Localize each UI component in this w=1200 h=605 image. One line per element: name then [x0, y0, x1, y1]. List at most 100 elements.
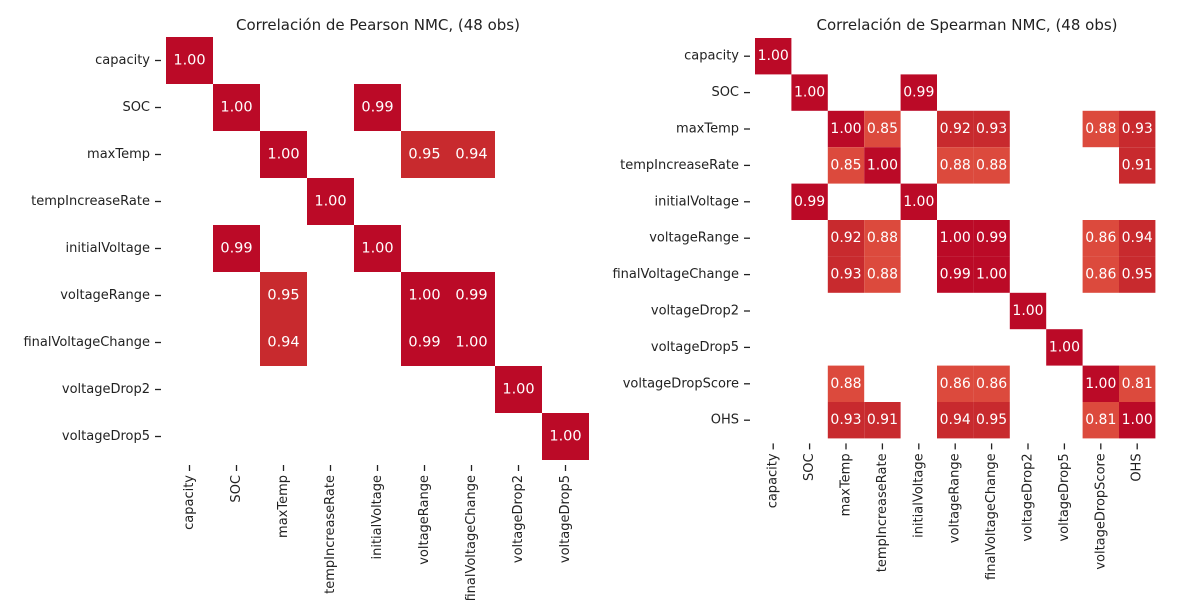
pearson-heatmap-panel: Correlación de Pearson NMC, (48 obs) 1.0…: [23, 16, 589, 602]
spearman-cell-label-10-2: 0.93: [830, 412, 861, 428]
spearman-heatmap-panel: Correlación de Spearman NMC, (48 obs) 1.…: [612, 16, 1156, 580]
spearman-col-label-3: tempIncreaseRate: [875, 453, 890, 572]
pearson-cell-label-6-2: 0.94: [267, 335, 299, 351]
spearman-cell-label-5-6: 0.99: [976, 230, 1007, 246]
pearson-col-label-3: tempIncreaseRate: [323, 475, 338, 594]
pearson-cell-2-6: [448, 131, 495, 178]
spearman-cell-8-8: [1046, 329, 1083, 366]
spearman-cell-label-3-3: 1.00: [867, 157, 898, 173]
pearson-cell-5-6: [448, 272, 495, 319]
spearman-cell-10-10: [1119, 402, 1156, 439]
pearson-cell-1-4: [354, 84, 401, 131]
spearman-cell-label-1-4: 0.99: [903, 85, 934, 101]
pearson-cell-label-5-5: 1.00: [408, 288, 440, 304]
spearman-row-label-4: initialVoltage: [654, 194, 739, 209]
pearson-cell-label-1-4: 0.99: [361, 100, 393, 116]
spearman-cell-4-1: [791, 183, 828, 220]
spearman-cell-1-4: [900, 74, 937, 111]
pearson-cell-0-0: [166, 37, 213, 84]
pearson-cell-label-4-4: 1.00: [361, 241, 393, 257]
pearson-cell-label-8-8: 1.00: [549, 429, 581, 445]
spearman-cell-9-6: [973, 365, 1010, 402]
pearson-col-label-4: initialVoltage: [370, 475, 385, 560]
spearman-cell-5-6: [973, 220, 1010, 257]
pearson-heatmap-title: Correlación de Pearson NMC, (48 obs): [236, 16, 520, 34]
spearman-cell-label-9-10: 0.81: [1122, 376, 1153, 392]
spearman-cell-1-1: [791, 74, 828, 111]
spearman-cell-label-5-2: 0.92: [830, 230, 861, 246]
spearman-cell-2-10: [1119, 110, 1156, 148]
pearson-row-label-4: initialVoltage: [65, 241, 150, 256]
spearman-cell-3-10: [1119, 147, 1156, 184]
pearson-cell-6-2: [260, 319, 307, 366]
spearman-col-label-9: voltageDropScore: [1093, 453, 1108, 569]
pearson-cell-4-4: [354, 225, 401, 272]
spearman-cell-6-10: [1119, 256, 1156, 293]
spearman-cell-label-3-6: 0.88: [976, 157, 1007, 173]
spearman-row-label-9: voltageDropScore: [623, 376, 739, 391]
spearman-col-label-8: voltageDrop5: [1057, 453, 1072, 541]
spearman-row-label-2: maxTemp: [676, 122, 739, 137]
spearman-cell-9-10: [1119, 365, 1156, 402]
spearman-cell-label-10-10: 1.00: [1122, 412, 1153, 428]
pearson-row-label-6: finalVoltageChange: [23, 335, 150, 350]
spearman-cell-2-2: [827, 110, 865, 148]
pearson-cell-6-6: [448, 319, 495, 366]
pearson-col-label-2: maxTemp: [276, 475, 291, 538]
spearman-cell-label-5-3: 0.88: [867, 230, 898, 246]
pearson-cell-3-3: [307, 178, 354, 225]
spearman-cell-label-10-9: 0.81: [1085, 412, 1116, 428]
spearman-cell-label-9-5: 0.86: [940, 376, 971, 392]
pearson-cell-label-1-1: 1.00: [220, 100, 252, 116]
pearson-col-label-8: voltageDrop5: [558, 475, 573, 563]
spearman-col-label-10: OHS: [1130, 453, 1145, 481]
pearson-cell-label-2-6: 0.94: [455, 147, 487, 163]
pearson-cell-label-2-2: 1.00: [267, 147, 299, 163]
pearson-cell-4-1: [213, 225, 260, 272]
spearman-cell-3-6: [973, 147, 1010, 184]
spearman-cell-5-10: [1119, 220, 1156, 257]
pearson-cell-label-5-6: 0.99: [455, 288, 487, 304]
spearman-cell-4-4: [900, 183, 937, 220]
spearman-cell-label-6-6: 1.00: [976, 267, 1007, 283]
spearman-cell-label-2-2: 1.00: [830, 121, 861, 137]
pearson-col-label-0: capacity: [182, 475, 197, 530]
spearman-cell-label-4-1: 0.99: [794, 194, 825, 210]
spearman-cell-label-2-5: 0.92: [940, 121, 971, 137]
spearman-row-label-5: voltageRange: [649, 231, 739, 246]
pearson-col-label-5: voltageRange: [417, 475, 432, 565]
spearman-row-label-8: voltageDrop5: [651, 340, 739, 355]
spearman-cell-3-2: [827, 147, 865, 184]
spearman-cell-label-3-10: 0.91: [1122, 157, 1153, 173]
spearman-cell-label-5-5: 1.00: [940, 230, 971, 246]
pearson-cell-label-4-1: 0.99: [220, 241, 252, 257]
spearman-row-label-3: tempIncreaseRate: [620, 158, 739, 173]
spearman-cell-7-7: [1009, 292, 1047, 330]
pearson-row-label-8: voltageDrop5: [62, 429, 150, 444]
spearman-heatmap-title: Correlación de Spearman NMC, (48 obs): [816, 16, 1117, 34]
spearman-cell-3-5: [937, 147, 974, 184]
spearman-cell-9-9: [1082, 365, 1119, 402]
spearman-cell-10-6: [973, 402, 1010, 439]
pearson-row-label-0: capacity: [95, 53, 150, 68]
spearman-cell-9-2: [827, 365, 865, 402]
pearson-cell-label-6-5: 0.99: [408, 335, 440, 351]
pearson-cell-8-8: [542, 413, 589, 460]
spearman-col-label-2: maxTemp: [839, 453, 854, 516]
pearson-cell-1-1: [213, 84, 260, 131]
pearson-cell-2-2: [260, 131, 307, 178]
spearman-cell-label-10-5: 0.94: [940, 412, 971, 428]
spearman-col-label-4: initialVoltage: [911, 453, 926, 538]
pearson-col-label-1: SOC: [229, 475, 244, 503]
spearman-cell-2-6: [973, 110, 1010, 148]
spearman-cell-10-3: [864, 402, 901, 439]
pearson-cell-2-5: [401, 131, 448, 178]
pearson-cell-5-2: [260, 272, 307, 319]
pearson-row-label-1: SOC: [122, 100, 150, 115]
spearman-cell-5-9: [1082, 220, 1119, 257]
spearman-row-label-0: capacity: [684, 49, 739, 64]
spearman-cell-6-2: [827, 256, 865, 293]
spearman-cell-label-8-8: 1.00: [1049, 339, 1080, 355]
spearman-cell-10-9: [1082, 402, 1119, 439]
